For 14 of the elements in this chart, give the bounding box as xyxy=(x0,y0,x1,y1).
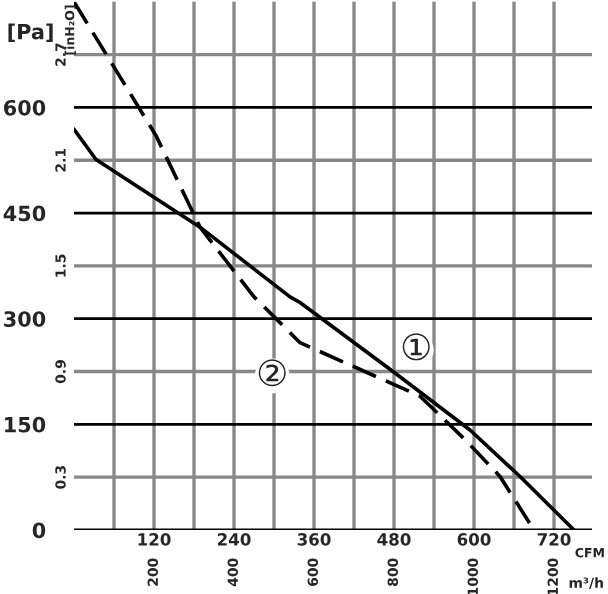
y-tick-label: 150 xyxy=(5,416,46,433)
x-tick-label: 120 xyxy=(138,533,171,546)
x-tick-label: 360 xyxy=(297,533,331,546)
x-tick-label: 720 xyxy=(537,533,571,546)
series-label: ① xyxy=(402,333,430,361)
x-tick-label: 240 xyxy=(217,533,251,546)
y-axis-title: [Pa] xyxy=(8,23,53,42)
series-label: ② xyxy=(258,359,286,387)
x-tick-label: 480 xyxy=(377,533,411,546)
y-tick-label: 300 xyxy=(4,311,46,327)
y-tick-label: 600 xyxy=(4,99,46,116)
x-tick-label: 600 xyxy=(457,533,491,546)
y-tick-label: 450 xyxy=(3,205,46,222)
y-tick-label: 0 xyxy=(32,522,46,539)
